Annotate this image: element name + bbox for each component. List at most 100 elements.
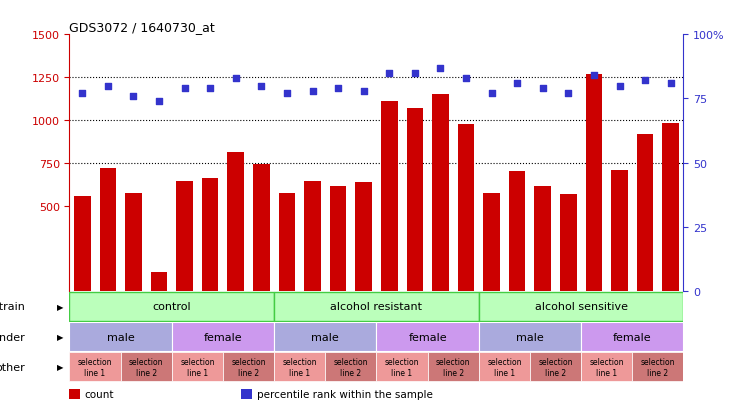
Bar (151, 272, 167, 292)
Point (537, 85, 548, 92)
Bar (74, 197, 91, 292)
Point (281, 91, 292, 97)
Bar (279, 193, 295, 292)
Point (178, 85, 190, 92)
Text: ▶: ▶ (57, 302, 63, 311)
Bar (662, 124, 679, 292)
Point (77, 91, 88, 97)
Bar (325, 352, 376, 382)
Bar (479, 352, 530, 382)
Bar (406, 109, 423, 292)
Text: selection
line 2: selection line 2 (333, 357, 368, 377)
Bar (479, 292, 683, 321)
Point (511, 81, 523, 87)
Bar (227, 152, 244, 292)
Bar (69, 352, 121, 382)
Text: other: other (0, 362, 26, 372)
Text: selection
line 2: selection line 2 (436, 357, 471, 377)
Point (230, 76, 241, 82)
Text: selection
line 2: selection line 2 (538, 357, 573, 377)
Bar (241, 389, 252, 399)
Text: GDS3072 / 1640730_at: GDS3072 / 1640730_at (69, 21, 215, 34)
Text: selection
line 2: selection line 2 (231, 357, 266, 377)
Bar (428, 352, 479, 382)
Point (307, 88, 319, 95)
Bar (530, 352, 581, 382)
Point (664, 81, 676, 87)
Point (639, 78, 651, 85)
Point (154, 98, 165, 105)
Bar (581, 322, 683, 351)
Text: male: male (311, 332, 339, 342)
Text: strain: strain (0, 301, 26, 312)
Bar (274, 292, 479, 321)
Text: ▶: ▶ (57, 363, 63, 371)
Text: alcohol resistant: alcohol resistant (330, 301, 423, 312)
Bar (534, 186, 551, 292)
Bar (581, 352, 632, 382)
Text: ▶: ▶ (57, 332, 63, 341)
Point (127, 93, 139, 100)
Bar (483, 193, 500, 292)
Text: count: count (85, 389, 114, 399)
Bar (121, 352, 172, 382)
Text: female: female (613, 332, 651, 342)
Text: control: control (153, 301, 191, 312)
Point (434, 65, 446, 72)
Bar (253, 164, 270, 292)
Point (383, 70, 395, 77)
Point (461, 76, 472, 82)
Bar (125, 193, 142, 292)
Bar (376, 352, 428, 382)
Bar (632, 352, 683, 382)
Point (256, 83, 268, 90)
Bar (69, 322, 172, 351)
Bar (172, 352, 223, 382)
Bar (509, 172, 526, 292)
Text: selection
line 2: selection line 2 (129, 357, 164, 377)
Point (204, 85, 216, 92)
Bar (432, 95, 449, 292)
Text: alcohol sensitive: alcohol sensitive (534, 301, 628, 312)
Text: male: male (107, 332, 135, 342)
Text: gender: gender (0, 332, 26, 342)
Text: female: female (204, 332, 242, 342)
Point (563, 91, 575, 97)
Bar (99, 169, 116, 292)
Bar (479, 322, 581, 351)
Point (102, 83, 114, 90)
Bar (355, 183, 372, 292)
Bar (69, 292, 274, 321)
Bar (223, 352, 274, 382)
Bar (381, 102, 398, 292)
Bar (172, 322, 274, 351)
Text: selection
line 1: selection line 1 (282, 357, 317, 377)
Text: selection
line 1: selection line 1 (77, 357, 113, 377)
Point (485, 91, 497, 97)
Text: percentile rank within the sample: percentile rank within the sample (257, 389, 433, 399)
Point (588, 73, 599, 79)
Bar (376, 322, 479, 351)
Text: selection
line 2: selection line 2 (640, 357, 675, 377)
Bar (304, 181, 321, 292)
Point (409, 70, 421, 77)
Bar (176, 181, 193, 292)
Bar (69, 389, 80, 399)
Text: female: female (409, 332, 447, 342)
Text: selection
line 1: selection line 1 (589, 357, 624, 377)
Point (332, 85, 344, 92)
Bar (560, 195, 577, 292)
Bar (330, 186, 346, 292)
Text: selection
line 1: selection line 1 (180, 357, 215, 377)
Bar (274, 352, 325, 382)
Text: male: male (516, 332, 544, 342)
Bar (274, 322, 376, 351)
Bar (458, 125, 474, 292)
Text: selection
line 1: selection line 1 (487, 357, 522, 377)
Point (614, 83, 626, 90)
Bar (586, 75, 602, 292)
Point (357, 88, 369, 95)
Bar (637, 134, 654, 292)
Bar (202, 179, 219, 292)
Bar (611, 170, 628, 292)
